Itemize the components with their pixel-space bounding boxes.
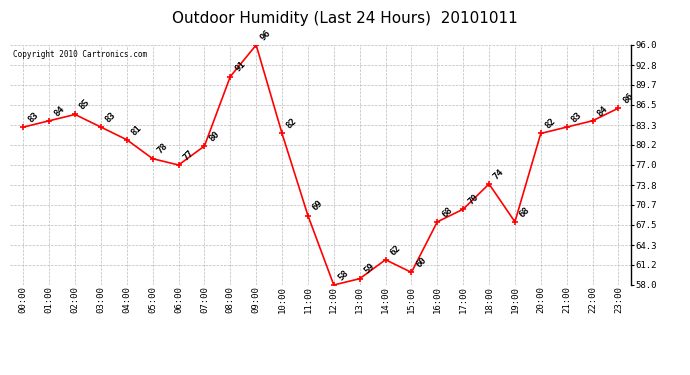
Text: 85: 85 [78,98,92,112]
Text: 58: 58 [337,268,351,282]
Text: 82: 82 [285,117,299,130]
Text: 68: 68 [518,205,532,219]
Text: 68: 68 [440,205,454,219]
Text: 83: 83 [569,110,584,125]
Text: 96: 96 [259,28,273,42]
Text: Copyright 2010 Cartronics.com: Copyright 2010 Cartronics.com [14,50,148,59]
Text: 83: 83 [104,110,118,125]
Text: 62: 62 [388,243,402,257]
Text: 83: 83 [26,110,40,125]
Text: 91: 91 [233,60,247,74]
Text: 74: 74 [492,167,506,181]
Text: 59: 59 [362,262,377,276]
Text: 84: 84 [595,104,609,118]
Text: 86: 86 [621,92,635,105]
Text: 69: 69 [310,199,325,213]
Text: 84: 84 [52,104,66,118]
Text: 80: 80 [207,129,221,143]
Text: 78: 78 [155,142,170,156]
Text: 81: 81 [130,123,144,137]
Text: 82: 82 [544,117,558,130]
Text: 60: 60 [414,256,428,270]
Text: Outdoor Humidity (Last 24 Hours)  20101011: Outdoor Humidity (Last 24 Hours) 2010101… [172,11,518,26]
Text: 70: 70 [466,192,480,206]
Text: 77: 77 [181,148,195,162]
